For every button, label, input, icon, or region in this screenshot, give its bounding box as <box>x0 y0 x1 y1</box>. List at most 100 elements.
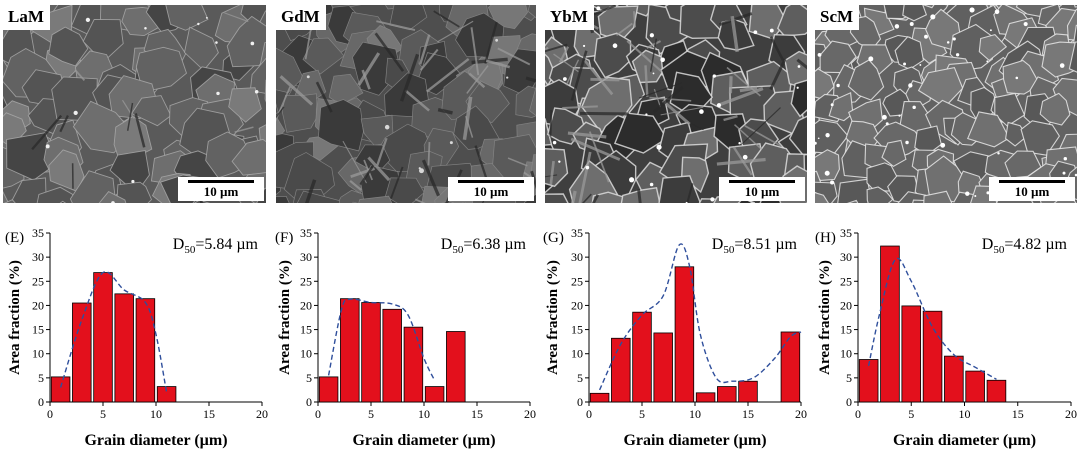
y-tick-label: 20 <box>300 298 312 312</box>
bar <box>611 337 631 403</box>
scale-bar-text: 10 µm <box>203 184 239 199</box>
bright-phase <box>974 194 977 197</box>
grain <box>318 99 364 152</box>
x-axis-title: Grain diameter (µm) <box>352 432 495 449</box>
grain <box>3 58 11 78</box>
grain <box>1052 77 1077 117</box>
grain <box>631 49 664 84</box>
lamella <box>361 69 371 90</box>
lamella <box>626 40 663 73</box>
lamella <box>224 12 249 23</box>
panel-label-scm: ScM <box>815 5 860 30</box>
bright-phase <box>946 41 950 44</box>
lamella <box>739 86 758 93</box>
bar <box>50 376 71 403</box>
x-tick-label: 0 <box>586 407 592 421</box>
sem-image-gdm: GdM 10 µm <box>276 5 536 203</box>
grain <box>36 186 79 203</box>
lamella <box>615 22 633 37</box>
grain <box>135 46 188 93</box>
grain <box>276 195 290 203</box>
bright-phase <box>955 53 960 57</box>
fit-curve <box>598 243 802 391</box>
chart-panel-label: (H) <box>815 230 836 246</box>
x-tick-label: 20 <box>256 407 268 421</box>
grain <box>776 5 807 37</box>
x-axis-title: Grain diameter (µm) <box>623 432 766 449</box>
grain <box>922 5 935 9</box>
bright-phase <box>1063 156 1068 161</box>
bar <box>318 376 339 403</box>
bright-phase <box>924 34 928 39</box>
grain <box>6 132 58 181</box>
bright-phase <box>1023 21 1028 27</box>
bright-phase <box>649 33 654 38</box>
lamella <box>580 111 629 116</box>
grain <box>545 53 556 92</box>
panel-label-gdm: GdM <box>276 5 326 30</box>
bright-phase <box>85 17 91 22</box>
x-tick-label: 10 <box>959 407 971 421</box>
x-tick-label: 15 <box>1012 407 1024 421</box>
histogram-3: (H) 0 5 10 15 20 25 30 35 0 5 10 15 20 D50=4.82 µm Grai… <box>815 226 1077 449</box>
bar <box>653 332 673 403</box>
grain <box>529 86 536 116</box>
lamella <box>558 46 570 63</box>
lamella <box>638 82 682 99</box>
bright-phase <box>952 37 956 41</box>
bright-phase <box>582 44 586 48</box>
scale-bar-text: 10 µm <box>473 184 509 199</box>
x-tick-label: 20 <box>795 407 807 421</box>
grain <box>281 93 317 133</box>
lamella <box>732 146 753 176</box>
lamella <box>276 106 285 119</box>
lamella <box>545 43 568 53</box>
lamella <box>769 58 787 91</box>
bright-phase <box>1015 76 1019 80</box>
bright-phase <box>885 122 889 126</box>
lamella <box>279 75 314 106</box>
lamella <box>433 10 460 28</box>
x-tick-label: 5 <box>908 407 914 421</box>
bright-phase <box>965 191 970 196</box>
grain <box>828 91 854 122</box>
y-tick-label: 35 <box>300 226 312 240</box>
bright-phase <box>830 103 834 107</box>
lamella <box>470 27 480 76</box>
scale-bar-scm: 10 µm <box>989 177 1075 201</box>
micrograph-gdm <box>276 5 536 203</box>
bar <box>361 302 381 403</box>
y-tick-label: 35 <box>571 226 583 240</box>
bar <box>717 386 737 403</box>
y-tick-label: 0 <box>306 395 312 409</box>
bar <box>114 293 134 403</box>
bright-phase <box>45 144 50 149</box>
bar <box>135 298 156 403</box>
bright-phase <box>882 114 887 120</box>
lamella <box>591 194 600 203</box>
bright-phase <box>131 179 135 184</box>
scale-bar-lam: 10 µm <box>178 177 264 201</box>
bar <box>858 359 879 403</box>
bright-phase <box>989 29 992 32</box>
grain <box>680 156 710 194</box>
y-tick-label: 5 <box>306 371 312 385</box>
y-axis-title: Area fraction (%) <box>7 260 23 375</box>
bright-phase <box>817 137 820 140</box>
bar <box>880 245 900 403</box>
grain <box>847 59 885 101</box>
bright-phase <box>797 65 801 68</box>
bright-phase <box>817 52 822 57</box>
scale-bar-ybm: 10 µm <box>719 177 805 201</box>
lamella <box>525 76 536 83</box>
fit-curve <box>327 298 436 381</box>
bright-phase <box>660 57 665 63</box>
lamella <box>367 156 391 182</box>
grain <box>1073 5 1077 8</box>
scale-bar-line <box>999 180 1065 183</box>
x-tick-label: 5 <box>639 407 645 421</box>
y-tick-label: 20 <box>571 298 583 312</box>
bar <box>901 305 922 403</box>
lamella <box>426 57 470 93</box>
x-tick-label: 0 <box>47 407 53 421</box>
